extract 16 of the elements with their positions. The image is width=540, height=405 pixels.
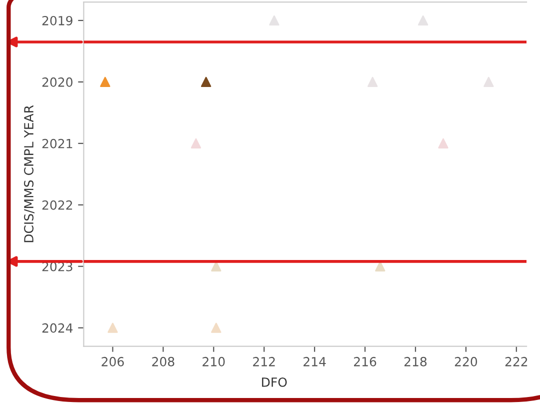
x-tick-label: 214 — [304, 356, 326, 366]
x-tick-label: 210 — [202, 356, 225, 366]
x-tick-label: 222 — [505, 356, 528, 366]
x-tick-label: 220 — [454, 356, 478, 366]
x-tick-label: 206 — [102, 356, 124, 366]
x-tick-label: 208 — [152, 356, 174, 366]
y-tick-label: 2020 — [42, 77, 72, 87]
y-tick-label: 2022 — [42, 200, 72, 210]
y-axis-title: DCIS/MMS CMPL YEAR — [24, 105, 34, 242]
x-tick-label: 212 — [253, 356, 275, 366]
y-tick-label: 2024 — [42, 323, 73, 333]
x-axis-title: DFO — [262, 377, 287, 387]
x-tick-label: 216 — [354, 356, 376, 366]
y-tick-label: 2019 — [42, 16, 72, 26]
y-tick-label: 2021 — [42, 138, 72, 148]
x-tick-label: 218 — [404, 356, 427, 366]
